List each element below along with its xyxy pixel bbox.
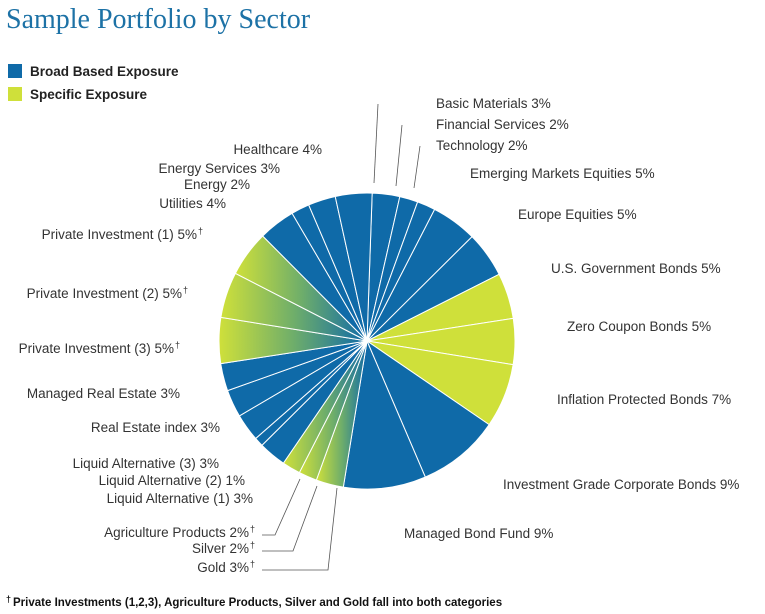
- label-emerging-markets-equities: Emerging Markets Equities 5%: [470, 166, 655, 181]
- label-inflation-protected-bonds: Inflation Protected Bonds 7%: [557, 392, 731, 407]
- label-liquid-alternative-2: Liquid Alternative (2) 1%: [99, 473, 245, 488]
- slice-investment-grade-corporate-bonds: [365, 339, 490, 478]
- label-europe-equities: Europe Equities 5%: [518, 207, 637, 222]
- footnote-marker: †: [6, 594, 11, 604]
- label-energy: Energy 2%: [184, 177, 250, 192]
- leader-financial-services: [395, 124, 403, 187]
- label-managed-real-estate: Managed Real Estate 3%: [27, 386, 180, 401]
- label-financial-services: Financial Services 2%: [436, 117, 569, 132]
- leader-basic-materials: [373, 103, 379, 184]
- legend-label-broad: Broad Based Exposure: [30, 64, 179, 79]
- leader-silver: [262, 485, 318, 552]
- footnote-text: Private Investments (1,2,3), Agriculture…: [13, 597, 502, 609]
- label-private-investment-3: Private Investment (3) 5%†: [19, 340, 180, 356]
- legend-swatch-specific: [8, 87, 22, 101]
- label-liquid-alternative-3: Liquid Alternative (3) 3%: [73, 456, 219, 471]
- label-zero-coupon-bonds: Zero Coupon Bonds 5%: [567, 319, 711, 334]
- label-u-s-government-bonds: U.S. Government Bonds 5%: [551, 261, 721, 276]
- label-investment-grade-corporate-bonds: Investment Grade Corporate Bonds 9%: [503, 477, 739, 492]
- label-private-investment-1: Private Investment (1) 5%†: [42, 226, 203, 242]
- leader-technology: [413, 145, 421, 189]
- leader-lines: [262, 103, 421, 571]
- label-gold: Gold 3%†: [197, 559, 255, 575]
- label-private-investment-2: Private Investment (2) 5%†: [27, 285, 188, 301]
- legend: Broad Based Exposure Specific Exposure: [8, 64, 179, 102]
- label-liquid-alternative-1: Liquid Alternative (1) 3%: [107, 491, 253, 506]
- label-technology: Technology 2%: [436, 138, 528, 153]
- label-healthcare: Healthcare 4%: [233, 142, 322, 157]
- footnote: † Private Investments (1,2,3), Agricultur…: [6, 594, 502, 609]
- label-agriculture-products: Agriculture Products 2%†: [104, 524, 255, 540]
- slice-managed-bond-fund: [342, 339, 426, 490]
- legend-swatch-broad: [8, 64, 22, 78]
- leader-agriculture-products: [262, 478, 301, 536]
- label-silver: Silver 2%†: [192, 540, 255, 556]
- chart-title: Sample Portfolio by Sector: [6, 4, 311, 35]
- label-energy-services: Energy Services 3%: [158, 161, 280, 176]
- label-real-estate-index: Real Estate index 3%: [91, 420, 220, 435]
- slice-healthcare: [334, 192, 373, 342]
- slice-labels: Basic Materials 3% Financial Services 2% T…: [19, 96, 740, 575]
- leader-gold: [262, 487, 338, 571]
- legend-label-specific: Specific Exposure: [30, 87, 148, 102]
- label-managed-bond-fund: Managed Bond Fund 9%: [404, 526, 553, 541]
- label-basic-materials: Basic Materials 3%: [436, 96, 551, 111]
- label-utilities: Utilities 4%: [159, 196, 226, 211]
- pie-slices: [218, 192, 516, 490]
